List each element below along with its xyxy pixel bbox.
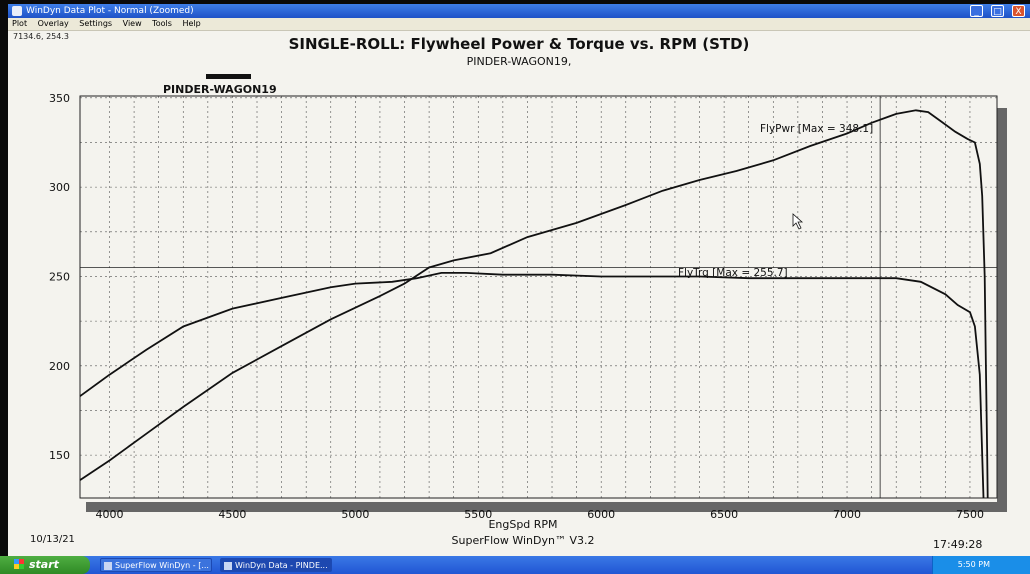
y-tick-label: 150 — [49, 449, 70, 462]
menu-settings[interactable]: Settings — [79, 19, 113, 28]
y-axis-ticks: 150 200 250 300 350 — [49, 92, 70, 462]
task-superflow[interactable]: SuperFlow WinDyn - [... — [100, 558, 212, 572]
x-tick-label: 7000 — [833, 508, 861, 521]
date-label: 10/13/21 — [30, 534, 75, 545]
title-bar[interactable]: WinDyn Data Plot - Normal (Zoomed) _ □ X — [8, 4, 1030, 18]
windows-logo-icon — [14, 559, 24, 569]
task-windyn-data[interactable]: WinDyn Data - PINDE... — [220, 558, 332, 572]
series-annotation-flytrq: FlyTrq [Max = 255.7] — [678, 267, 788, 279]
series-flytrq — [79, 272, 985, 499]
series-flypwr — [79, 109, 989, 499]
app-icon — [12, 6, 22, 16]
legend-swatch — [206, 74, 251, 79]
series-annotation-flypwr: FlyPwr [Max = 348.1] — [760, 123, 873, 135]
task-label: WinDyn Data - PINDE... — [235, 561, 328, 570]
menu-bar: Plot Overlay Settings View Tools Help — [8, 18, 1030, 31]
clock: 5:50 PM — [957, 560, 990, 569]
menu-tools[interactable]: Tools — [152, 19, 172, 28]
x-tick-label: 7500 — [956, 508, 984, 521]
plot-shadow-bottom — [86, 502, 1007, 512]
maximize-button[interactable]: □ — [991, 5, 1004, 17]
menu-overlay[interactable]: Overlay — [37, 19, 69, 28]
x-tick-label: 5500 — [464, 508, 492, 521]
menu-plot[interactable]: Plot — [12, 19, 28, 28]
plot-frame — [79, 95, 998, 499]
start-button[interactable]: start — [0, 556, 90, 574]
menu-help[interactable]: Help — [182, 19, 201, 28]
x-axis-ticks: 4000 4500 5000 5500 6000 6500 7000 7500 — [96, 508, 984, 521]
y-tick-label: 300 — [49, 181, 70, 194]
start-label: start — [29, 558, 59, 571]
dyno-chart[interactable]: SINGLE-ROLL: Flywheel Power & Torque vs.… — [8, 4, 1030, 556]
menu-view[interactable]: View — [122, 19, 142, 28]
task-label: SuperFlow WinDyn - [... — [115, 561, 209, 570]
x-tick-label: 5000 — [341, 508, 369, 521]
chart-grid — [80, 96, 997, 498]
x-tick-label: 6000 — [587, 508, 615, 521]
app-icon — [224, 562, 232, 570]
windyn-window: WinDyn Data Plot - Normal (Zoomed) _ □ X… — [8, 4, 1030, 556]
chart-title: SINGLE-ROLL: Flywheel Power & Torque vs.… — [289, 35, 750, 53]
y-tick-label: 250 — [49, 270, 70, 283]
cursor-readout: 7134.6, 254.3 — [13, 32, 69, 41]
mouse-cursor-icon — [792, 213, 804, 230]
window-title: WinDyn Data Plot - Normal (Zoomed) — [26, 6, 194, 16]
legend-label: PINDER-WAGON19 — [163, 83, 277, 96]
time-label: 17:49:28 — [933, 538, 982, 551]
x-axis-label: EngSpd RPM — [488, 518, 557, 531]
minimize-button[interactable]: _ — [970, 5, 983, 17]
plot-shadow-right — [997, 108, 1007, 512]
y-tick-label: 350 — [49, 92, 70, 105]
x-tick-label: 6500 — [710, 508, 738, 521]
chart-subtitle: PINDER-WAGON19, — [467, 55, 572, 68]
system-tray: 5:50 PM — [932, 556, 1030, 574]
y-tick-label: 200 — [49, 360, 70, 373]
x-tick-label: 4500 — [218, 508, 246, 521]
close-button[interactable]: X — [1012, 5, 1025, 17]
app-icon — [104, 562, 112, 570]
chart-series: FlyPwr [Max = 348.1] FlyTrq [Max = 255.7] — [79, 96, 997, 499]
taskbar: start SuperFlow WinDyn - [... WinDyn Dat… — [0, 556, 1030, 574]
software-version: SuperFlow WinDyn™ V3.2 — [452, 534, 595, 547]
x-tick-label: 4000 — [96, 508, 124, 521]
